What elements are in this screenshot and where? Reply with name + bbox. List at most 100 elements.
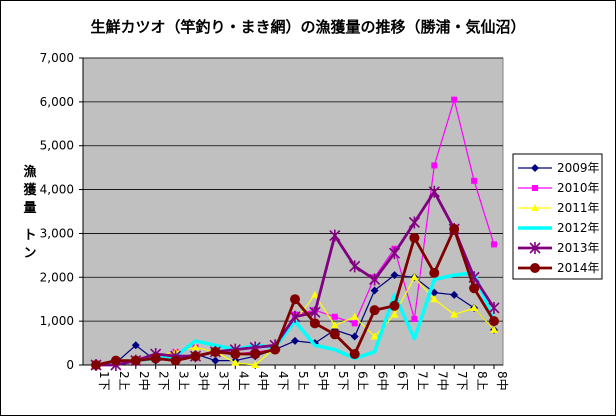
x-tick-label: 2中 xyxy=(137,371,152,391)
data-point xyxy=(389,300,400,311)
x-tick-label: 7上 xyxy=(415,371,429,391)
x-tick-labels: 1下 2上 2中 2下 3上 3中 3下 4上 4中 4下 5上 5中 5下 6上 6中 6下 7上 7中 7下 8上… xyxy=(95,365,510,391)
star-marker xyxy=(428,185,440,198)
data-point xyxy=(431,162,438,169)
y-tick-label: 3,000 xyxy=(40,226,74,240)
legend-label: 2014年 xyxy=(557,261,600,275)
data-point xyxy=(309,306,321,319)
star-marker xyxy=(289,310,301,323)
x-tick-label: 5中 xyxy=(316,371,331,391)
data-point xyxy=(91,360,101,370)
chart-title: 生鮮カツオ（竿釣り・まき網）の漁獲量の推移（勝浦・気仙沼） xyxy=(90,18,526,36)
diamond-marker xyxy=(370,286,379,295)
triangle-marker xyxy=(470,303,479,311)
data-point xyxy=(390,310,399,318)
diamond-marker xyxy=(350,332,359,341)
data-point xyxy=(351,320,358,327)
x-tick-label: 2下 xyxy=(157,371,171,391)
y-tick-label: 4,000 xyxy=(40,183,74,197)
data-point xyxy=(408,216,420,229)
y-axis-label-char: 量 xyxy=(23,201,36,216)
star-marker xyxy=(349,260,361,273)
data-point xyxy=(430,295,439,303)
data-point xyxy=(350,332,359,341)
data-point xyxy=(369,305,380,316)
data-point xyxy=(411,315,418,322)
data-point xyxy=(230,349,241,360)
legend: 2009年 2010年 2011年 2012年 2013年 2014年 xyxy=(512,153,603,280)
x-tick-label: 3上 xyxy=(177,371,191,391)
circle-marker xyxy=(190,351,201,362)
y-tick-labels: 0 1,000 2,000 3,000 4,000 5,000 6,000 7,000 xyxy=(40,51,83,372)
diamond-marker xyxy=(291,336,299,345)
data-point xyxy=(210,346,221,357)
x-tick-label: 7下 xyxy=(455,371,469,391)
data-point xyxy=(331,313,338,320)
data-point xyxy=(428,185,440,198)
circle-marker xyxy=(170,355,181,366)
x-tick-label: 5上 xyxy=(296,371,310,391)
legend-box xyxy=(512,153,603,280)
square-marker xyxy=(351,320,358,327)
triangle-marker xyxy=(350,312,359,320)
data-point xyxy=(388,247,401,260)
data-point xyxy=(370,332,379,340)
triangle-marker xyxy=(390,310,399,318)
diamond-marker xyxy=(390,271,399,280)
data-point xyxy=(491,241,497,248)
triangle-marker xyxy=(251,361,260,368)
triangle-marker xyxy=(410,273,419,281)
triangle-marker xyxy=(370,332,379,340)
y-axis-label-char: 獲 xyxy=(23,182,37,198)
star-marker xyxy=(529,242,541,254)
data-point xyxy=(429,267,440,278)
data-point xyxy=(330,321,339,329)
circle-marker xyxy=(309,318,320,329)
diamond-marker xyxy=(211,356,220,365)
x-tick-label: 6中 xyxy=(376,371,391,391)
legend-label: 2010年 xyxy=(557,181,600,195)
data-point xyxy=(489,316,499,327)
x-tick-label: 1下 xyxy=(97,371,111,391)
square-marker xyxy=(451,96,458,103)
triangle-marker xyxy=(330,321,339,329)
legend-label: 2012年 xyxy=(557,221,600,235)
star-marker xyxy=(369,273,381,286)
x-tick-label: 8上 xyxy=(475,371,489,391)
star-marker xyxy=(309,306,321,319)
diamond-marker xyxy=(450,290,459,299)
x-tick-label: 8中 xyxy=(495,371,510,391)
data-point xyxy=(289,310,301,323)
triangle-marker xyxy=(231,358,240,366)
circle-marker xyxy=(489,316,499,327)
x-tick-label: 4上 xyxy=(236,371,250,391)
data-point xyxy=(449,224,460,235)
data-point xyxy=(190,351,201,362)
y-tick-label: 2,000 xyxy=(40,270,74,284)
x-tick-label: 6下 xyxy=(396,371,410,391)
data-point xyxy=(170,355,181,366)
data-point xyxy=(469,283,480,294)
circle-marker xyxy=(389,300,400,311)
triangle-marker xyxy=(191,343,200,351)
triangle-marker xyxy=(450,310,459,318)
data-point xyxy=(329,229,341,242)
triangle-marker xyxy=(430,295,439,303)
data-point xyxy=(450,290,459,299)
data-point xyxy=(250,349,261,360)
y-tick-label: 5,000 xyxy=(40,139,74,153)
circle-marker xyxy=(250,349,261,360)
circle-marker xyxy=(210,346,221,357)
legend-label: 2009年 xyxy=(557,161,600,175)
circle-marker xyxy=(369,305,380,316)
data-point xyxy=(451,96,458,103)
legend-label: 2013年 xyxy=(557,241,600,255)
data-point xyxy=(450,310,459,318)
triangle-marker xyxy=(490,325,498,333)
legend-item: 2009年 xyxy=(518,161,600,175)
data-point xyxy=(291,336,299,345)
triangle-marker xyxy=(531,204,539,211)
circle-marker xyxy=(449,224,460,235)
